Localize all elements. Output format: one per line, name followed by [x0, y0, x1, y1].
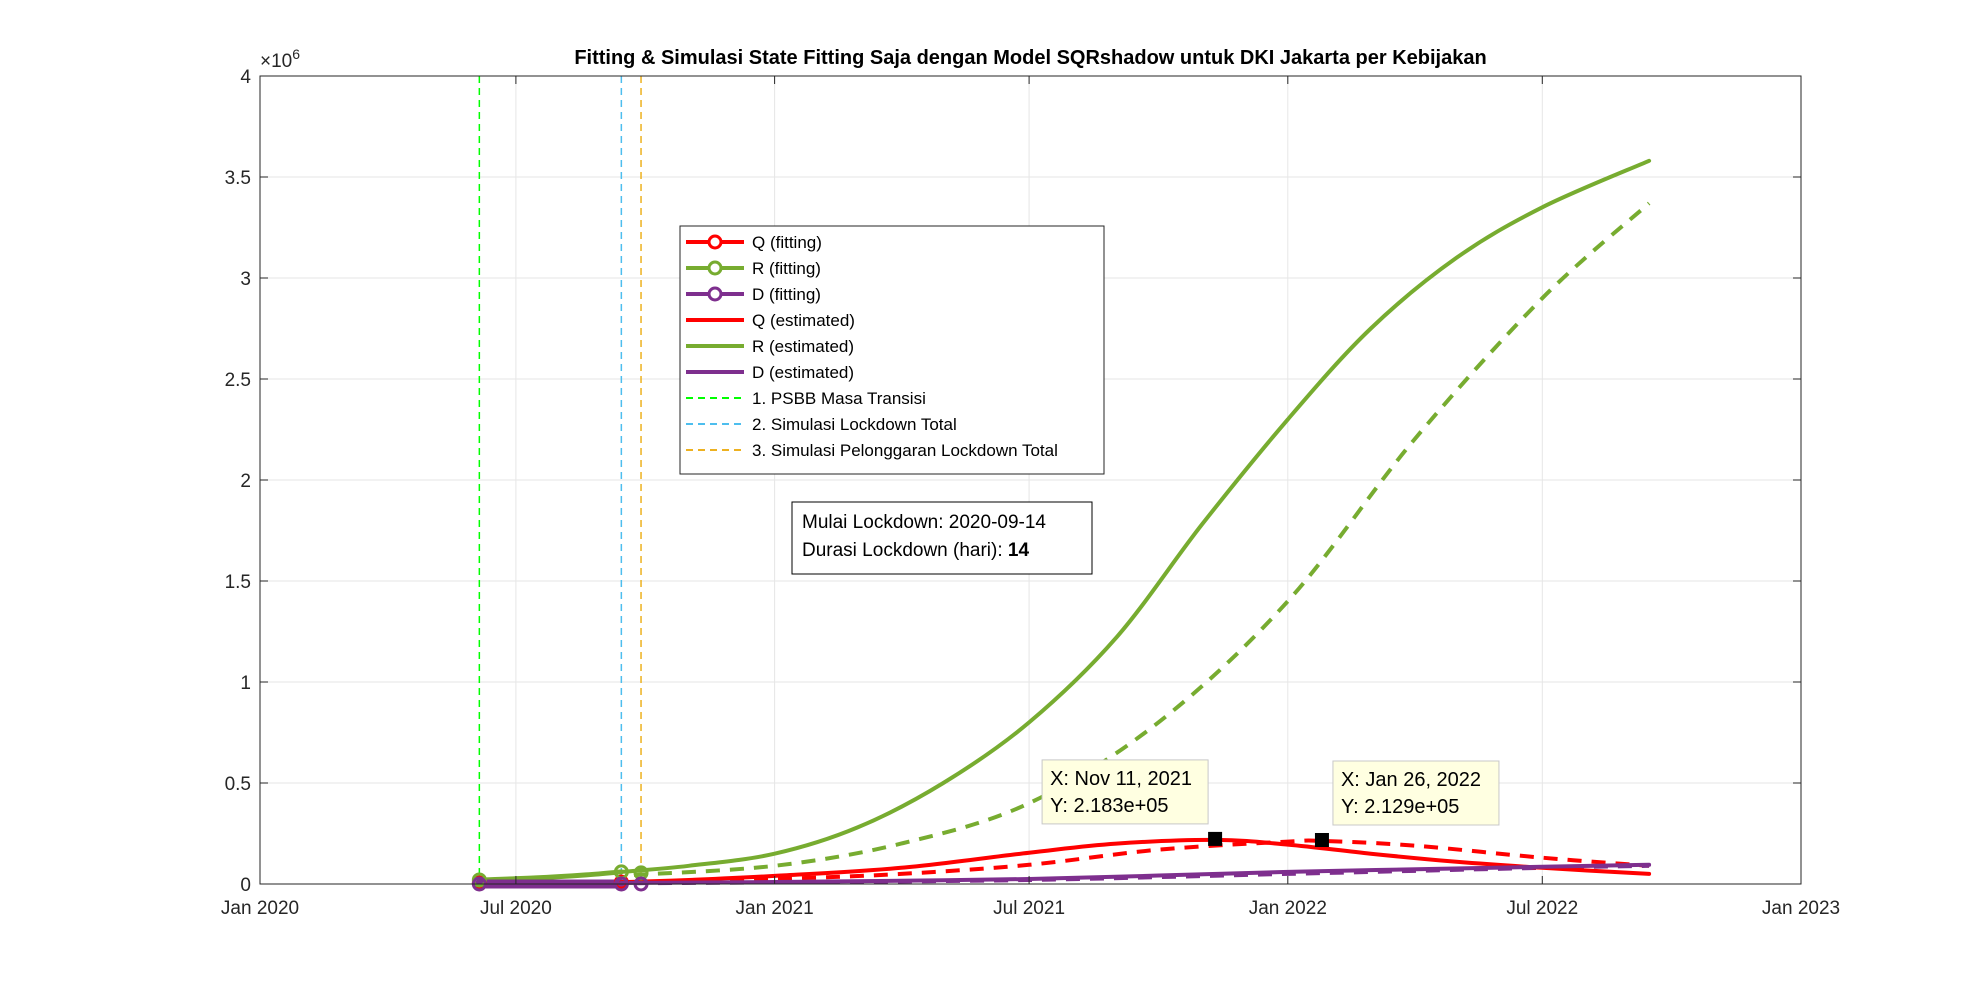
lockdown-annotation: Mulai Lockdown: 2020-09-14 Durasi Lockdo…	[791, 501, 1093, 575]
legend-marker	[707, 286, 723, 302]
y-exponent-base: ×10	[260, 51, 292, 72]
y-axis-exponent: ×106	[260, 46, 300, 72]
annotation-duration-value: 14	[1008, 540, 1030, 561]
legend-entry-2-simulasi-lockdown-total: 2. Simulasi Lockdown Total	[686, 415, 957, 434]
legend-label: 3. Simulasi Pelonggaran Lockdown Total	[752, 441, 1058, 460]
y-tick-label: 2.5	[225, 370, 251, 391]
annotation-start-value: 2020-09-14	[949, 512, 1047, 533]
x-tick-label: Jul 2020	[480, 898, 552, 919]
x-tick-label: Jan 2023	[1762, 898, 1840, 919]
legend-entry-q-estimated: Q (estimated)	[686, 311, 855, 330]
x-tick-label: Jan 2022	[1249, 898, 1327, 919]
y-tick-label: 3	[240, 269, 251, 290]
datatip-marker[interactable]	[1314, 832, 1329, 847]
annotation-box	[791, 501, 1093, 575]
simulation-line-1	[633, 201, 1651, 877]
annotation-duration: Durasi Lockdown (hari): 14	[802, 540, 1029, 561]
legend-entry-d-estimated: D (estimated)	[686, 363, 854, 382]
y-tick-label: 0	[240, 875, 251, 896]
axis-ticks: Jan 2020 Jul 2020 Jan 2021 Jul 2021 Jan 2022…	[221, 67, 1840, 919]
y-tick-label: 1	[240, 673, 251, 694]
x-tick-label: Jul 2022	[1506, 898, 1578, 919]
y-tick-label: 3.5	[225, 168, 251, 189]
legend-marker	[707, 260, 723, 276]
legend-box	[679, 225, 1105, 475]
annotation-start-date: Mulai Lockdown: 2020-09-14	[802, 512, 1046, 533]
y-tick-label: 4	[240, 67, 251, 88]
datatips: X: Nov 11, 2021 Y: 2.183e+05 X: Jan 26, 20…	[1041, 759, 1500, 847]
y-exponent-power: 6	[292, 46, 300, 62]
legend-label: D (fitting)	[752, 285, 821, 304]
legend-label: 1. PSBB Masa Transisi	[752, 389, 926, 408]
datatip[interactable]: X: Jan 26, 2022 Y: 2.129e+05	[1314, 760, 1500, 847]
legend-entry-q-fitting: Q (fitting)	[686, 233, 822, 252]
series-line-r-estimated	[619, 158, 1652, 874]
legend-entry-r-estimated: R (estimated)	[686, 337, 854, 356]
chart-title: Fitting & Simulasi State Fitting Saja de…	[574, 47, 1486, 69]
series-line-r-fitting	[476, 869, 624, 883]
legend-label: Q (fitting)	[752, 233, 822, 252]
legend-entry-1-psbb-masa-transisi: 1. PSBB Masa Transisi	[686, 389, 926, 408]
datatip-y-text: Y: 2.183e+05	[1050, 795, 1168, 817]
y-tick-label: 1.5	[225, 572, 251, 593]
y-tick-label: 2	[240, 471, 251, 492]
annotation-start-label: Mulai Lockdown:	[802, 512, 949, 533]
series-line-q-estimated	[619, 837, 1652, 885]
datatip-box	[1041, 759, 1209, 825]
legend-label: R (fitting)	[752, 259, 821, 278]
legend-entry-3-simulasi-pelonggaran-lockdown-total: 3. Simulasi Pelonggaran Lockdown Total	[686, 441, 1058, 460]
legend-label: R (estimated)	[752, 337, 854, 356]
plot-area: Jan 2020 Jul 2020 Jan 2021 Jul 2021 Jan 2022…	[221, 67, 1840, 919]
datatip-box	[1332, 760, 1500, 826]
legend-label: D (estimated)	[752, 363, 854, 382]
legend-marker	[707, 234, 723, 250]
legend-entry-r-fitting: R (fitting)	[686, 259, 821, 278]
x-tick-label: Jul 2021	[993, 898, 1065, 919]
simulation-line-0	[633, 838, 1650, 885]
annotation-duration-label: Durasi Lockdown (hari):	[802, 540, 1008, 561]
datatip-marker[interactable]	[1208, 831, 1223, 846]
y-tick-label: 0.5	[225, 774, 251, 795]
policy-lines	[478, 76, 642, 884]
legend-label: 2. Simulasi Lockdown Total	[752, 415, 957, 434]
datatip-y-text: Y: 2.129e+05	[1341, 796, 1459, 818]
x-tick-label: Jan 2021	[736, 898, 814, 919]
datatip-x-text: X: Nov 11, 2021	[1050, 768, 1192, 790]
legend-label: Q (estimated)	[752, 311, 855, 330]
series-line-d-estimated	[619, 862, 1652, 885]
datatip[interactable]: X: Nov 11, 2021 Y: 2.183e+05	[1041, 759, 1223, 846]
legend: Q (fitting) R (fitting) D (fitting) Q (esti…	[679, 225, 1105, 475]
x-tick-label: Jan 2020	[221, 898, 299, 919]
legend-entry-d-fitting: D (fitting)	[686, 285, 821, 304]
datatip-x-text: X: Jan 26, 2022	[1341, 769, 1481, 791]
